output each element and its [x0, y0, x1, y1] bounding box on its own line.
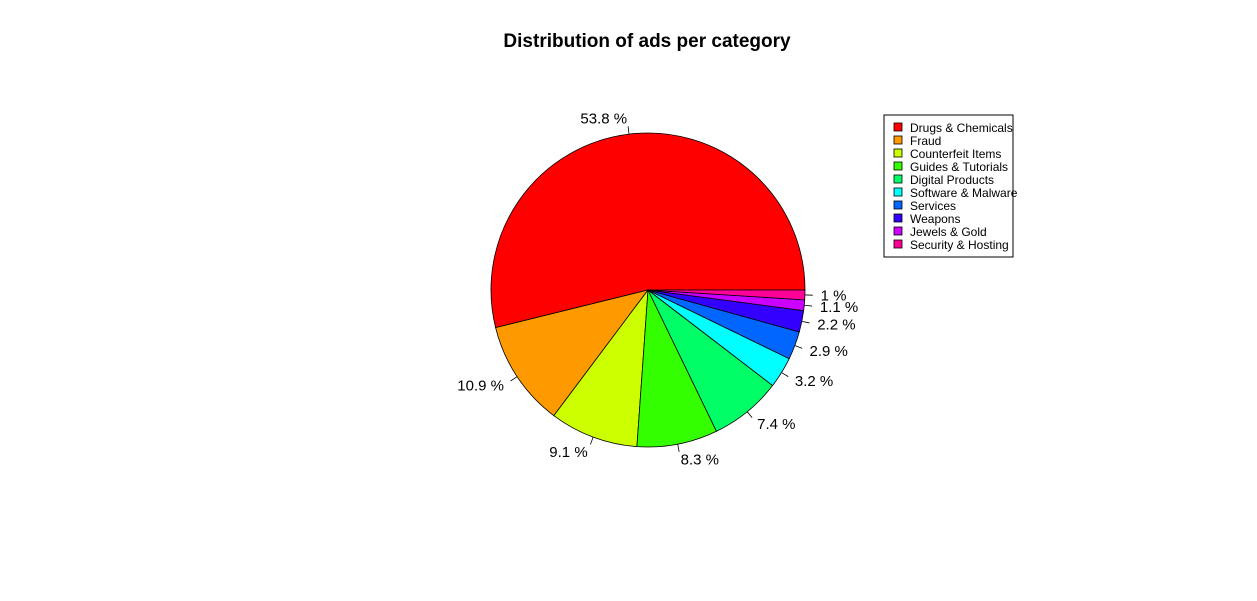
slice-label-tick — [627, 126, 630, 135]
legend-swatch — [893, 148, 903, 158]
slice-value-label: 8.3 % — [681, 452, 719, 469]
slice-label-tick — [804, 304, 813, 307]
slice-value-label: 9.1 % — [549, 444, 587, 461]
pie-slice — [495, 289, 649, 417]
legend-entry-label: Drugs & Chemicals — [910, 121, 1013, 135]
legend-entry-label: Software & Malware — [910, 186, 1018, 200]
legend-swatch — [893, 122, 903, 132]
legend-entry-label: Fraud — [910, 134, 941, 148]
slice-value-label: 2.9 % — [810, 343, 848, 360]
slice-label-tick — [677, 444, 680, 452]
legend-entry-label: Guides & Tutorials — [910, 160, 1008, 174]
legend-swatch — [893, 239, 903, 249]
slice-value-label: 1 % — [821, 287, 847, 304]
slice-label-tick — [510, 376, 518, 382]
pie-slice — [490, 132, 806, 329]
legend-entry-label: Digital Products — [910, 173, 994, 187]
legend-entry-label: Security & Hosting — [910, 238, 1009, 252]
slice-label-tick — [781, 372, 789, 377]
slice-value-label: 7.4 % — [757, 416, 795, 433]
legend-entry-label: Jewels & Gold — [910, 225, 987, 239]
legend-entry-label: Services — [910, 199, 956, 213]
legend-swatch — [893, 200, 903, 210]
slice-value-label: 2.2 % — [817, 317, 855, 334]
slice-label-tick — [794, 345, 803, 349]
slice-value-label: 3.2 % — [795, 373, 833, 390]
pie-slices — [490, 132, 806, 448]
legend-swatch — [893, 213, 903, 223]
legend-swatch — [893, 187, 903, 197]
legend-box — [883, 114, 1014, 258]
slice-label-tick — [590, 436, 594, 445]
slice-label-tick — [746, 411, 753, 419]
legend-swatch — [893, 226, 903, 236]
legend-swatch — [893, 174, 903, 184]
slice-label-tick — [801, 320, 810, 324]
legend-entry-label: Counterfeit Items — [910, 147, 1001, 161]
slice-value-label: 53.8 % — [580, 111, 627, 128]
pie-slice — [553, 288, 649, 448]
slice-value-label: 1.1 % — [820, 299, 858, 316]
pie-value-labels: 53.8 % 10.9 % 9.1 % 8.3 % 7.4 % 3.2 % 2.9 % 2.2… — [457, 111, 858, 469]
legend-swatch — [893, 161, 903, 171]
legend-swatch — [893, 135, 903, 145]
legend-entry-label: Weapons — [910, 212, 960, 226]
chart-title: Distribution of ads per category — [503, 31, 791, 52]
slice-value-label: 10.9 % — [457, 377, 504, 394]
